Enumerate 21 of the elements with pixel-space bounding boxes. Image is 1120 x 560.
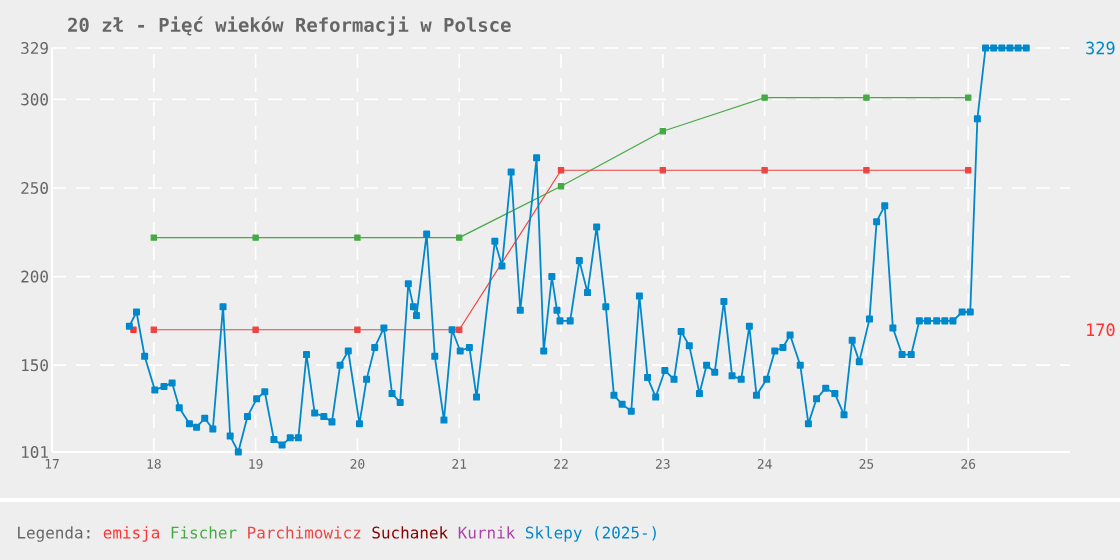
point: [456, 234, 463, 241]
point: [557, 167, 565, 174]
point: [557, 183, 565, 190]
point: [252, 326, 259, 333]
point: [761, 167, 768, 174]
point: [863, 94, 870, 101]
point: [659, 128, 667, 135]
point: [150, 326, 158, 333]
chart-title: 20 zł - Pięć wieków Reformacji w Polsce: [68, 16, 511, 36]
point: [965, 167, 972, 174]
point: [456, 326, 463, 333]
y2-tick-label: 329: [1086, 41, 1115, 55]
point: [354, 326, 361, 333]
point: [863, 167, 870, 174]
point: [761, 94, 768, 101]
point: [354, 234, 361, 241]
point: [150, 234, 158, 241]
point: [252, 234, 259, 241]
y2-tick-label: 170: [1087, 323, 1115, 337]
point: [659, 167, 667, 174]
point: [965, 94, 972, 101]
